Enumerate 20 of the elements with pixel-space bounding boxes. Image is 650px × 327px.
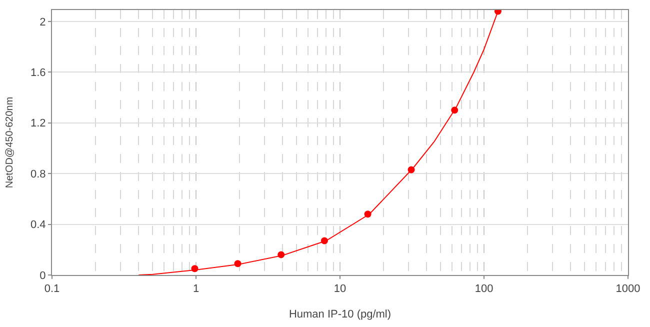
x-tick-label: 100 [474,283,494,296]
y-tick-label: 0.4 [30,219,46,232]
x-axis-title: Human IP-10 (pg/ml) [288,308,392,320]
y-axis-title: NetOD@450-620nm [4,96,16,188]
y-tick-label: 1.6 [30,66,46,79]
x-tick-label: 1 [192,283,200,296]
y-tick-label: 0 [40,270,46,282]
y-tick-label: 2 [40,16,46,28]
point [364,210,372,218]
point [451,106,458,114]
point [278,251,285,258]
y-tick-label: 1.2 [30,118,46,130]
point [408,166,415,174]
point [320,237,328,244]
y-tick-label: 0.8 [30,168,46,180]
x-tick-label: 1000 [616,283,640,296]
point [191,265,198,272]
x-tick-label: 10 [334,283,346,296]
x-tick-label: 0.1 [44,283,60,296]
point [234,260,242,268]
